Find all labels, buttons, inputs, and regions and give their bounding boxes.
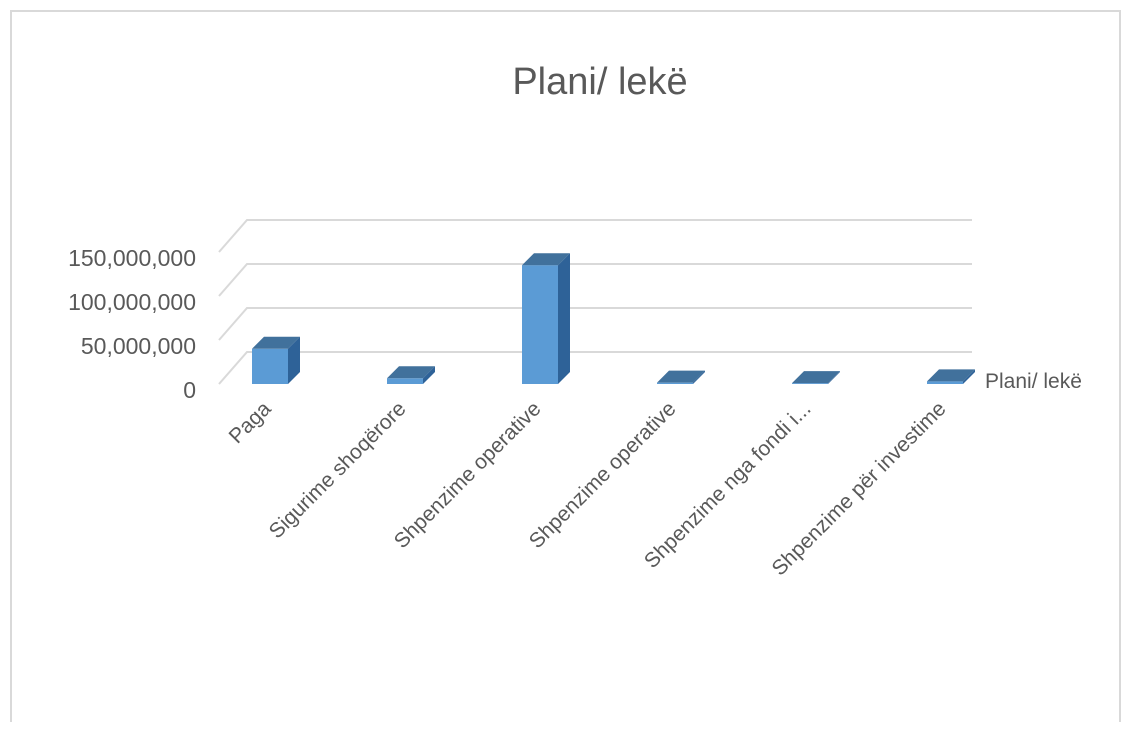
y-tick-label: 50,000,000 — [81, 333, 196, 359]
chart-frame: 0 50,000,000 100,000,000 150,000,000 Paga Si… — [10, 10, 1121, 722]
bar-side — [288, 336, 300, 384]
bar-front — [522, 265, 558, 384]
bar-top — [522, 253, 570, 266]
gridline — [218, 351, 972, 385]
y-axis-ticks: 0 50,000,000 100,000,000 150,000,000 — [68, 245, 196, 403]
bar — [252, 336, 300, 384]
bar — [522, 253, 570, 384]
bar — [927, 369, 975, 384]
gridline — [218, 219, 972, 253]
bar-side — [423, 366, 435, 384]
y-tick-label: 100,000,000 — [68, 289, 196, 315]
bar-top — [252, 336, 300, 349]
category-label: Sigurime shoqërore — [265, 397, 411, 543]
chart-svg: 0 50,000,000 100,000,000 150,000,000 PagaSi… — [68, 61, 1082, 580]
bar-top — [657, 370, 705, 383]
gridline — [218, 307, 972, 341]
bar-top — [792, 371, 840, 384]
bar-side — [693, 370, 705, 384]
bar-top — [387, 366, 435, 379]
bar — [792, 371, 840, 384]
bar-front — [927, 381, 963, 384]
category-label: Shpenzime operative — [525, 397, 681, 553]
gridlines — [218, 219, 972, 385]
bar-side — [828, 371, 840, 384]
bar — [387, 366, 435, 384]
chart-title: Plani/ lekë — [512, 61, 687, 103]
y-tick-label: 150,000,000 — [68, 245, 196, 271]
y-tick-label: 0 — [183, 377, 196, 403]
legend-series-label: Plani/ lekë — [985, 370, 1082, 393]
category-label: Paga — [225, 397, 276, 448]
bar-top — [927, 369, 975, 382]
bar-front — [792, 383, 828, 384]
gridline — [218, 263, 972, 297]
bars — [252, 253, 975, 384]
bar-side — [963, 369, 975, 384]
bar — [657, 370, 705, 384]
bar-front — [657, 382, 693, 384]
bar-front — [252, 348, 288, 384]
bar-side — [558, 253, 570, 384]
category-label: Shpenzime operative — [390, 397, 546, 553]
bar-front — [387, 378, 423, 384]
